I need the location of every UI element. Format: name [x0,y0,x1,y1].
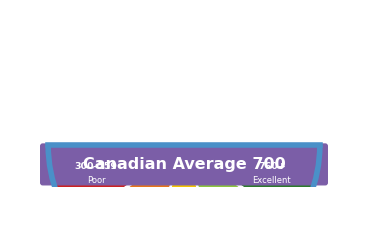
Wedge shape [75,145,184,248]
Wedge shape [144,145,224,248]
Text: Canadian Average 700: Canadian Average 700 [83,157,285,172]
Wedge shape [184,145,320,224]
Text: 725 - 759: 725 - 759 [213,208,263,217]
Text: Good: Good [173,239,195,248]
Text: Very Good: Very Good [216,222,260,231]
Text: 300-559: 300-559 [75,162,118,171]
Text: 560 - 659: 560 - 659 [105,208,155,217]
Text: 660 - 724: 660 - 724 [159,226,209,235]
Wedge shape [48,145,184,224]
Text: Fair: Fair [122,222,137,231]
Wedge shape [184,145,293,248]
Text: Poor: Poor [87,176,106,185]
Text: Excellent: Excellent [252,176,291,185]
FancyBboxPatch shape [41,144,327,185]
Text: 760+: 760+ [258,162,286,171]
